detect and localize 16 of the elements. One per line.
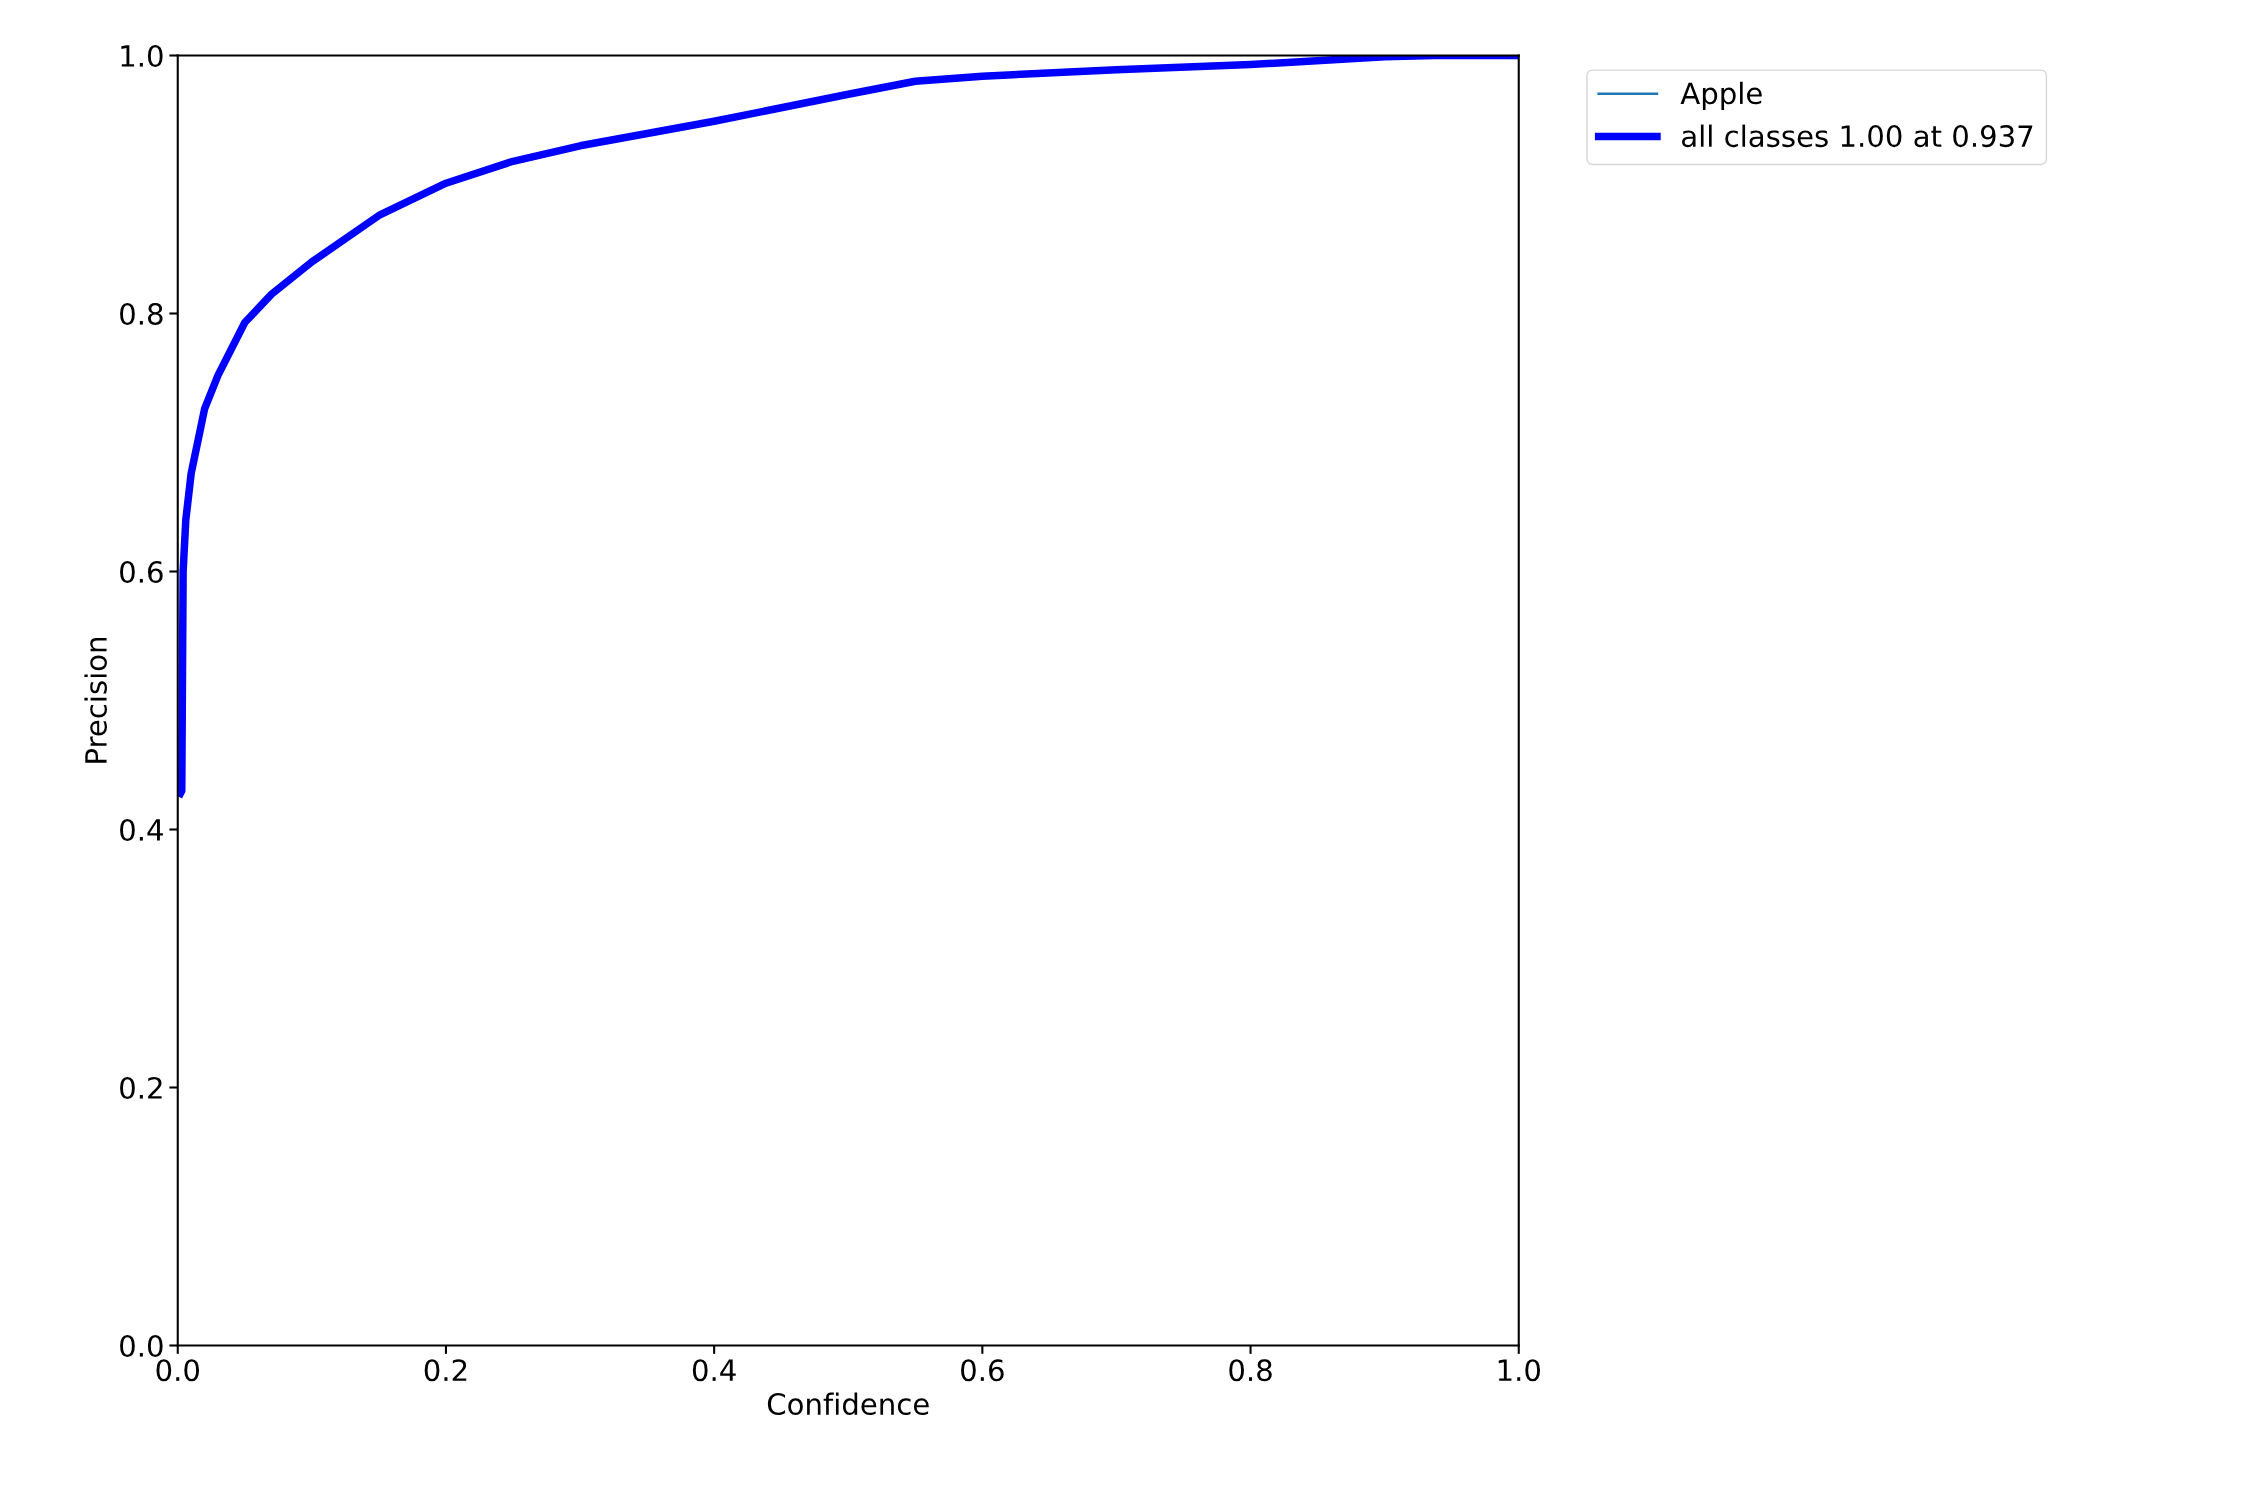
y-tick-label: 0.4 xyxy=(120,818,163,841)
x-tick-label: 0.4 xyxy=(692,1359,736,1382)
y-tick-label: 0.6 xyxy=(120,560,163,583)
x-tick-label: 1.0 xyxy=(1498,1359,1541,1382)
x-axis-title: Confidence xyxy=(767,1392,929,1416)
legend-label: all classes 1.00 at 0.937 xyxy=(1682,124,2033,148)
y-tick-label: 1.0 xyxy=(121,44,163,67)
x-tick-label: 0.2 xyxy=(424,1359,467,1382)
y-axis-title: Precision xyxy=(84,637,107,763)
x-tick-label: 0.6 xyxy=(961,1359,1004,1382)
x-tick-label: 0.8 xyxy=(1229,1359,1272,1382)
x-tick-label: 0.0 xyxy=(156,1359,200,1382)
legend-label: Apple xyxy=(1680,81,1762,110)
y-tick-label: 0.0 xyxy=(120,1334,163,1357)
y-tick-label: 0.2 xyxy=(120,1076,162,1099)
y-tick-label: 0.8 xyxy=(120,302,163,325)
